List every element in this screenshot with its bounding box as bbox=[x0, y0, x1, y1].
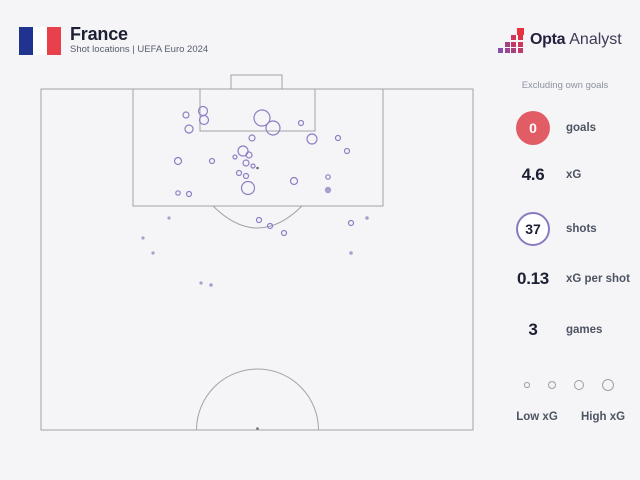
stat-row-xg: 4.6 xG bbox=[505, 157, 640, 193]
pitch-lines bbox=[40, 74, 474, 431]
center-spot bbox=[256, 427, 259, 430]
shot-marker bbox=[198, 114, 210, 126]
shot-marker bbox=[151, 251, 155, 255]
stat-row-xg-per-shot: 0.13 xG per shot bbox=[505, 261, 640, 297]
penalty-spot bbox=[256, 166, 259, 170]
xg-per-shot-value: 0.13 bbox=[517, 269, 549, 288]
page-subtitle: Shot locations | UEFA Euro 2024 bbox=[70, 44, 209, 55]
shot-marker bbox=[242, 159, 250, 167]
penalty-arc bbox=[212, 205, 303, 229]
shot-marker bbox=[245, 151, 253, 159]
shot-marker bbox=[266, 222, 274, 230]
page-title: France bbox=[70, 24, 128, 44]
xg-value: 4.6 bbox=[521, 165, 545, 184]
shot-marker bbox=[248, 134, 256, 142]
shot-marker bbox=[347, 219, 355, 227]
center-circle bbox=[196, 368, 319, 431]
shots-label: shots bbox=[566, 223, 597, 235]
legend-low-xg-label: Low xG bbox=[516, 411, 558, 423]
legend-size-circle bbox=[573, 380, 584, 390]
shot-marker bbox=[167, 216, 171, 220]
stat-row-shots: 37 shots bbox=[505, 211, 640, 247]
shot-marker bbox=[232, 154, 238, 160]
shot-marker bbox=[253, 109, 271, 127]
legend-high-xg-label: High xG bbox=[580, 411, 626, 423]
shot-marker bbox=[365, 216, 369, 220]
stat-row-goals: 0 goals bbox=[505, 110, 640, 146]
legend-size-circle bbox=[601, 379, 614, 391]
opta-logo-icon bbox=[498, 25, 526, 53]
xg-size-legend bbox=[524, 375, 614, 395]
shot-marker bbox=[208, 157, 216, 165]
shot-marker bbox=[349, 251, 353, 255]
shot-marker bbox=[324, 186, 332, 194]
stat-row-games: 3 games bbox=[505, 312, 640, 348]
shot-marker bbox=[240, 180, 256, 196]
legend-size-circle bbox=[524, 382, 530, 388]
flag-stripe bbox=[47, 27, 61, 55]
flag-stripe bbox=[33, 27, 47, 55]
shot-marker bbox=[209, 283, 213, 287]
shot-marker bbox=[280, 229, 288, 237]
shot-marker bbox=[173, 156, 183, 166]
brand-name-bold: Opta bbox=[530, 31, 566, 48]
shot-marker bbox=[343, 147, 351, 155]
shot-marker bbox=[242, 172, 250, 180]
shot-marker bbox=[325, 174, 331, 180]
shot-marker bbox=[255, 216, 263, 224]
shot-marker bbox=[289, 176, 299, 186]
xg-per-shot-label: xG per shot bbox=[566, 273, 630, 285]
shot-marker bbox=[265, 120, 281, 136]
shot-marker bbox=[182, 111, 190, 119]
shot-marker bbox=[199, 281, 203, 285]
excluding-own-goals-note: Excluding own goals bbox=[521, 80, 609, 91]
goal-box bbox=[230, 74, 283, 90]
france-flag bbox=[19, 27, 61, 55]
goals-label: goals bbox=[566, 122, 597, 134]
shot-marker bbox=[175, 190, 181, 196]
shot-marker bbox=[141, 236, 145, 240]
games-value: 3 bbox=[528, 320, 538, 339]
legend-size-circle bbox=[547, 381, 556, 389]
flag-stripe bbox=[19, 27, 33, 55]
brand-name-regular: Analyst bbox=[569, 31, 622, 48]
shot-marker bbox=[184, 124, 194, 134]
shot-marker bbox=[235, 169, 243, 177]
games-label: games bbox=[566, 324, 603, 336]
shots-layer bbox=[141, 105, 369, 287]
shot-marker bbox=[334, 134, 342, 142]
shot-marker bbox=[237, 145, 249, 157]
shots-badge: 37 bbox=[516, 212, 550, 246]
xg-label: xG bbox=[566, 169, 582, 181]
shot-marker bbox=[297, 119, 305, 127]
goals-badge: 0 bbox=[516, 111, 550, 145]
shot-marker bbox=[306, 133, 318, 145]
shot-marker bbox=[185, 190, 193, 198]
shot-marker bbox=[250, 163, 256, 169]
brand-name: Opta Analyst bbox=[530, 30, 622, 50]
